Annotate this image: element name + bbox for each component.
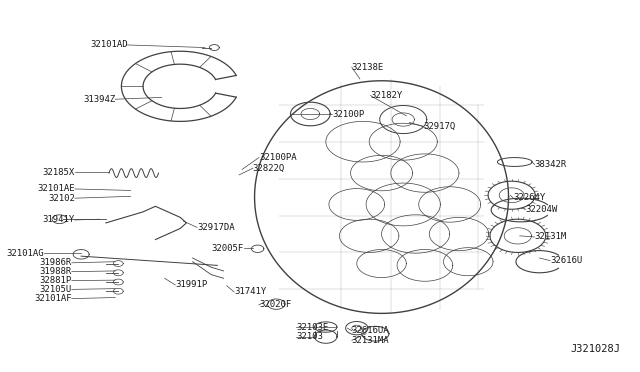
Text: 31991P: 31991P [175,280,207,289]
Text: 32616UA: 32616UA [352,326,389,335]
Text: 32616U: 32616U [550,256,582,265]
Text: 32822Q: 32822Q [253,164,285,173]
Text: 32917Q: 32917Q [423,122,455,131]
Text: 32100PA: 32100PA [259,153,296,162]
Text: 32101AD: 32101AD [90,41,127,49]
Text: 31941Y: 31941Y [43,215,75,224]
Text: 32020F: 32020F [259,300,291,310]
Text: 32131MA: 32131MA [352,336,389,345]
Text: J321028J: J321028J [570,344,620,354]
Text: 32917DA: 32917DA [197,223,235,232]
Text: 32204W: 32204W [525,205,557,214]
Text: 32105U: 32105U [40,285,72,294]
Text: 32101AG: 32101AG [6,249,44,258]
Text: 32185X: 32185X [43,168,75,177]
Text: 32103E: 32103E [296,323,328,331]
Text: 31986R: 31986R [40,258,72,267]
Text: 31988R: 31988R [40,267,72,276]
Text: 32005F: 32005F [212,244,244,253]
Text: 32264Y: 32264Y [513,193,545,202]
Text: 31741Y: 31741Y [234,288,266,296]
Text: 32102: 32102 [48,194,75,203]
Text: 32101AF: 32101AF [34,294,72,303]
Text: 31394Z: 31394Z [83,95,115,104]
Text: 32138E: 32138E [352,62,384,72]
Text: 32103: 32103 [296,332,323,341]
Text: 32182Y: 32182Y [371,91,403,100]
Text: 38342R: 38342R [534,160,567,169]
Text: 32100P: 32100P [332,109,364,119]
Text: 32881P: 32881P [40,276,72,285]
Text: 32101AE: 32101AE [37,185,75,193]
Text: 32131M: 32131M [534,232,567,241]
